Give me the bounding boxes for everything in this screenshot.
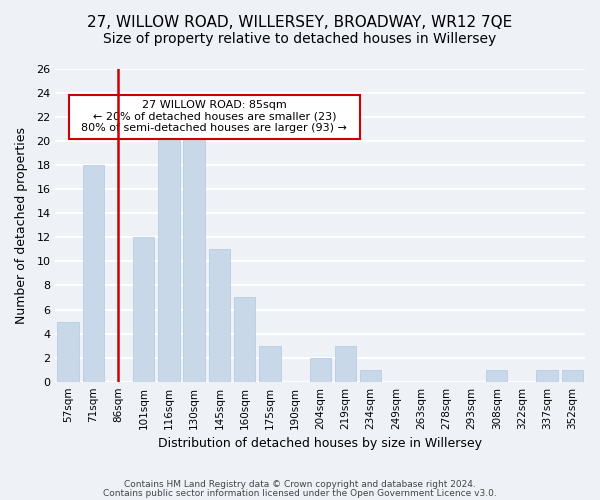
Bar	[158, 117, 179, 382]
Bar	[536, 370, 558, 382]
Bar	[58, 322, 79, 382]
Y-axis label: Number of detached properties: Number of detached properties	[15, 127, 28, 324]
Bar	[360, 370, 382, 382]
Bar	[562, 370, 583, 382]
Bar	[335, 346, 356, 382]
Text: Contains HM Land Registry data © Crown copyright and database right 2024.: Contains HM Land Registry data © Crown c…	[124, 480, 476, 489]
Bar	[209, 250, 230, 382]
X-axis label: Distribution of detached houses by size in Willersey: Distribution of detached houses by size …	[158, 437, 482, 450]
Bar	[259, 346, 281, 382]
Bar	[184, 117, 205, 382]
Text: Size of property relative to detached houses in Willersey: Size of property relative to detached ho…	[103, 32, 497, 46]
Bar	[83, 165, 104, 382]
Text: Contains public sector information licensed under the Open Government Licence v3: Contains public sector information licen…	[103, 488, 497, 498]
Text: 27 WILLOW ROAD: 85sqm  
  ← 20% of detached houses are smaller (23)  
  80% of s: 27 WILLOW ROAD: 85sqm ← 20% of detached …	[74, 100, 354, 134]
Bar	[234, 298, 255, 382]
Text: 27, WILLOW ROAD, WILLERSEY, BROADWAY, WR12 7QE: 27, WILLOW ROAD, WILLERSEY, BROADWAY, WR…	[88, 15, 512, 30]
Bar	[486, 370, 508, 382]
Bar	[133, 238, 154, 382]
Bar	[310, 358, 331, 382]
